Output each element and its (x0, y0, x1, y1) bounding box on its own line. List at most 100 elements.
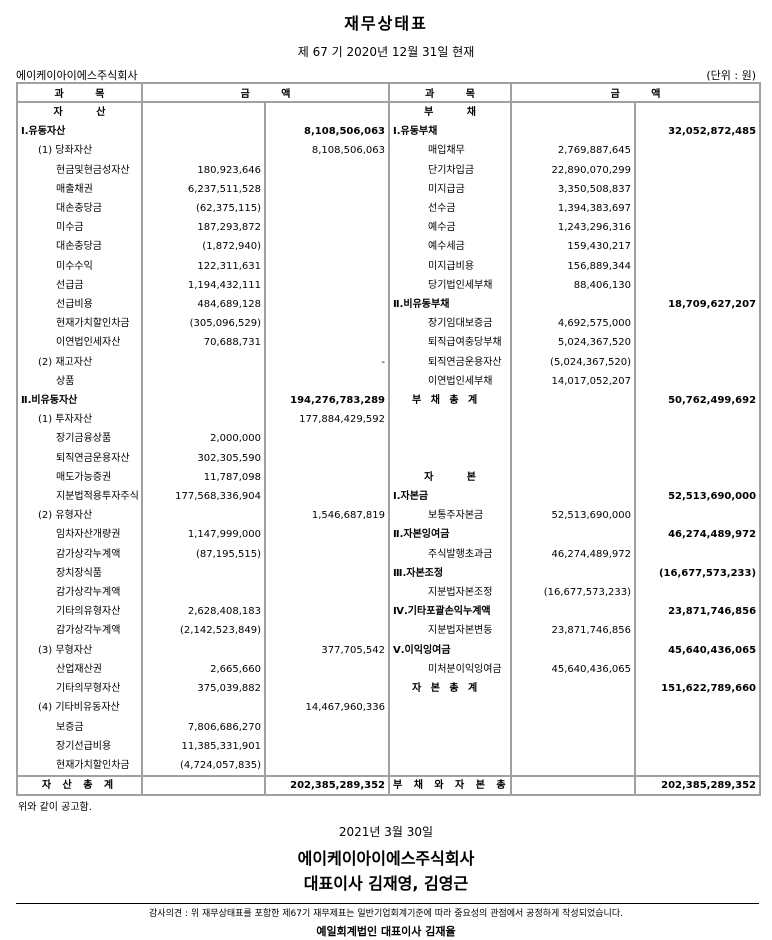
liab-equity-total-a1 (510, 775, 636, 796)
left-amount-a2 (263, 199, 390, 219)
left-amount-a2: 177,884,429,592 (263, 410, 390, 430)
header-row: 과 목 금 액 과 목 금 액 (16, 83, 761, 103)
right-amount-a2: 45,640,436,065 (634, 640, 761, 660)
left-amount-a1: (2,142,523,849) (141, 621, 265, 641)
left-amount-a2 (263, 525, 390, 545)
representative: 대표이사 김재영, 김영근 (303, 874, 469, 893)
balance-sheet-table: 과 목 금 액 과 목 금 액 자 산 부 채 Ⅰ.유동자산 8,108,506,06… (16, 82, 762, 797)
left-amount-a1 (141, 410, 265, 430)
left-amount-a1 (141, 640, 265, 660)
left-item-label: 이연법인세자산 (16, 333, 142, 353)
right-amount-a1: 46,274,489,972 (510, 544, 636, 564)
left-item-label: 매출채권 (16, 179, 142, 200)
right-amount-a1 (510, 698, 636, 718)
right-amount-a2 (634, 544, 761, 564)
table-row: (4) 기타비유동자산 14,467,960,336 (16, 698, 761, 718)
left-amount-a2: 377,705,542 (263, 640, 390, 660)
left-amount-a1: 2,628,408,183 (141, 602, 265, 622)
right-item-label: 주식발행초과금 (388, 544, 512, 564)
left-item-label: (3) 무형자산 (16, 640, 142, 660)
table-row: 지분법적용투자주식 177,568,336,904 Ⅰ.자본금 52,513,690,… (16, 487, 761, 507)
left-amount-a1 (141, 698, 265, 718)
left-item-label: 선급금 (16, 275, 142, 296)
assets-total-value: 202,385,289,352 (263, 775, 390, 796)
table-row: 퇴직연금운용자산 302,305,590 (16, 448, 761, 468)
right-amount-a1: 1,394,383,697 (510, 199, 636, 219)
right-item-label: Ⅰ.유동부채 (388, 122, 512, 142)
left-amount-a1: 302,305,590 (141, 448, 265, 468)
left-amount-a1: 11,787,098 (141, 467, 265, 488)
table-row: 대손충당금 (62,375,115) 선수금 1,394,383,697 (16, 199, 761, 219)
right-amount-a1 (510, 122, 636, 142)
right-item-label: Ⅱ.비유동부채 (388, 295, 512, 315)
left-amount-a2 (263, 659, 390, 680)
audit-firm: 예일회계법인 대표이사 김재율 (316, 925, 456, 938)
left-amount-a2 (263, 467, 390, 488)
table-row: 장기선급비용 11,385,331,901 (16, 736, 761, 756)
left-item-label: Ⅰ.유동자산 (16, 122, 142, 142)
table-row: 보증금 7,806,686,270 (16, 717, 761, 737)
announcement-date: 2021년 3월 30일 (338, 825, 434, 839)
table-row: 미수수익 122,311,631 미지급비용 156,889,344 (16, 256, 761, 276)
right-amount-a1 (510, 429, 636, 449)
left-item-label: 자 산 (16, 102, 142, 123)
table-row: 미수금 187,293,872 예수금 1,243,296,316 (16, 218, 761, 238)
table-row: (1) 당좌자산 8,108,506,063 매입채무 2,769,887,645 (16, 141, 761, 161)
right-item-label: 자 본 (388, 467, 512, 488)
right-amount-a1: 14,017,052,207 (510, 371, 636, 392)
table-row: 기타의유형자산 2,628,408,183 Ⅳ.기타포괄손익누계액 23,871,74… (16, 602, 761, 622)
right-amount-a2 (634, 275, 761, 296)
left-amount-a1: 1,194,432,111 (141, 275, 265, 296)
right-item-label: 보통주자본금 (388, 506, 512, 526)
right-amount-a1: 5,024,367,520 (510, 333, 636, 353)
right-item-label (388, 410, 512, 430)
left-item-label: (1) 투자자산 (16, 410, 142, 430)
assets-total-label: 자 산 총 계 (16, 775, 142, 796)
right-amount-a1: (5,024,367,520) (510, 352, 636, 372)
right-amount-a2 (634, 698, 761, 718)
left-amount-a2: 8,108,506,063 (263, 141, 390, 161)
left-amount-a2 (263, 602, 390, 622)
left-amount-a2 (263, 717, 390, 737)
left-amount-a2 (263, 563, 390, 584)
right-amount-a2: 46,274,489,972 (634, 525, 761, 545)
left-amount-a1 (141, 141, 265, 161)
left-amount-a2 (263, 179, 390, 200)
right-amount-a1: 88,406,130 (510, 275, 636, 296)
right-amount-a1: 156,889,344 (510, 256, 636, 276)
left-amount-a1: 177,568,336,904 (141, 487, 265, 507)
left-amount-a1 (141, 391, 265, 411)
right-amount-a1 (510, 717, 636, 737)
left-item-label: 미수수익 (16, 256, 142, 276)
right-item-label: Ⅰ.자본금 (388, 487, 512, 507)
table-row: 이연법인세자산 70,688,731 퇴직급여충당부채 5,024,367,520 (16, 333, 761, 353)
right-amount-a2 (634, 141, 761, 161)
right-amount-a2 (634, 237, 761, 257)
left-amount-a1 (141, 102, 265, 123)
left-amount-a1: 2,000,000 (141, 429, 265, 449)
left-amount-a1: 375,039,882 (141, 679, 265, 699)
table-row: Ⅱ.비유동자산 194,276,783,289 부 채 총 계 50,762,499,… (16, 391, 761, 411)
right-amount-a1: (16,677,573,233) (510, 583, 636, 603)
right-amount-a2 (634, 755, 761, 777)
header-amount-right: 금 액 (510, 83, 761, 103)
right-amount-a2 (634, 371, 761, 392)
right-amount-a1 (510, 467, 636, 488)
left-amount-a1: 6,237,511,528 (141, 179, 265, 200)
right-amount-a2 (634, 583, 761, 603)
right-item-label (388, 429, 512, 449)
left-amount-a2: - (263, 352, 390, 372)
right-amount-a2 (634, 506, 761, 526)
left-amount-a2 (263, 275, 390, 296)
left-item-label: 선급비용 (16, 295, 142, 315)
left-amount-a2 (263, 371, 390, 392)
left-amount-a2 (263, 102, 390, 123)
right-amount-a1: 2,769,887,645 (510, 141, 636, 161)
table-row: 감가상각누계액 (87,195,515) 주식발행초과금 46,274,489,972 (16, 544, 761, 564)
left-amount-a2 (263, 218, 390, 238)
left-amount-a1 (141, 583, 265, 603)
left-amount-a1 (141, 371, 265, 392)
left-amount-a1: 122,311,631 (141, 256, 265, 276)
left-item-label: 감가상각누계액 (16, 583, 142, 603)
